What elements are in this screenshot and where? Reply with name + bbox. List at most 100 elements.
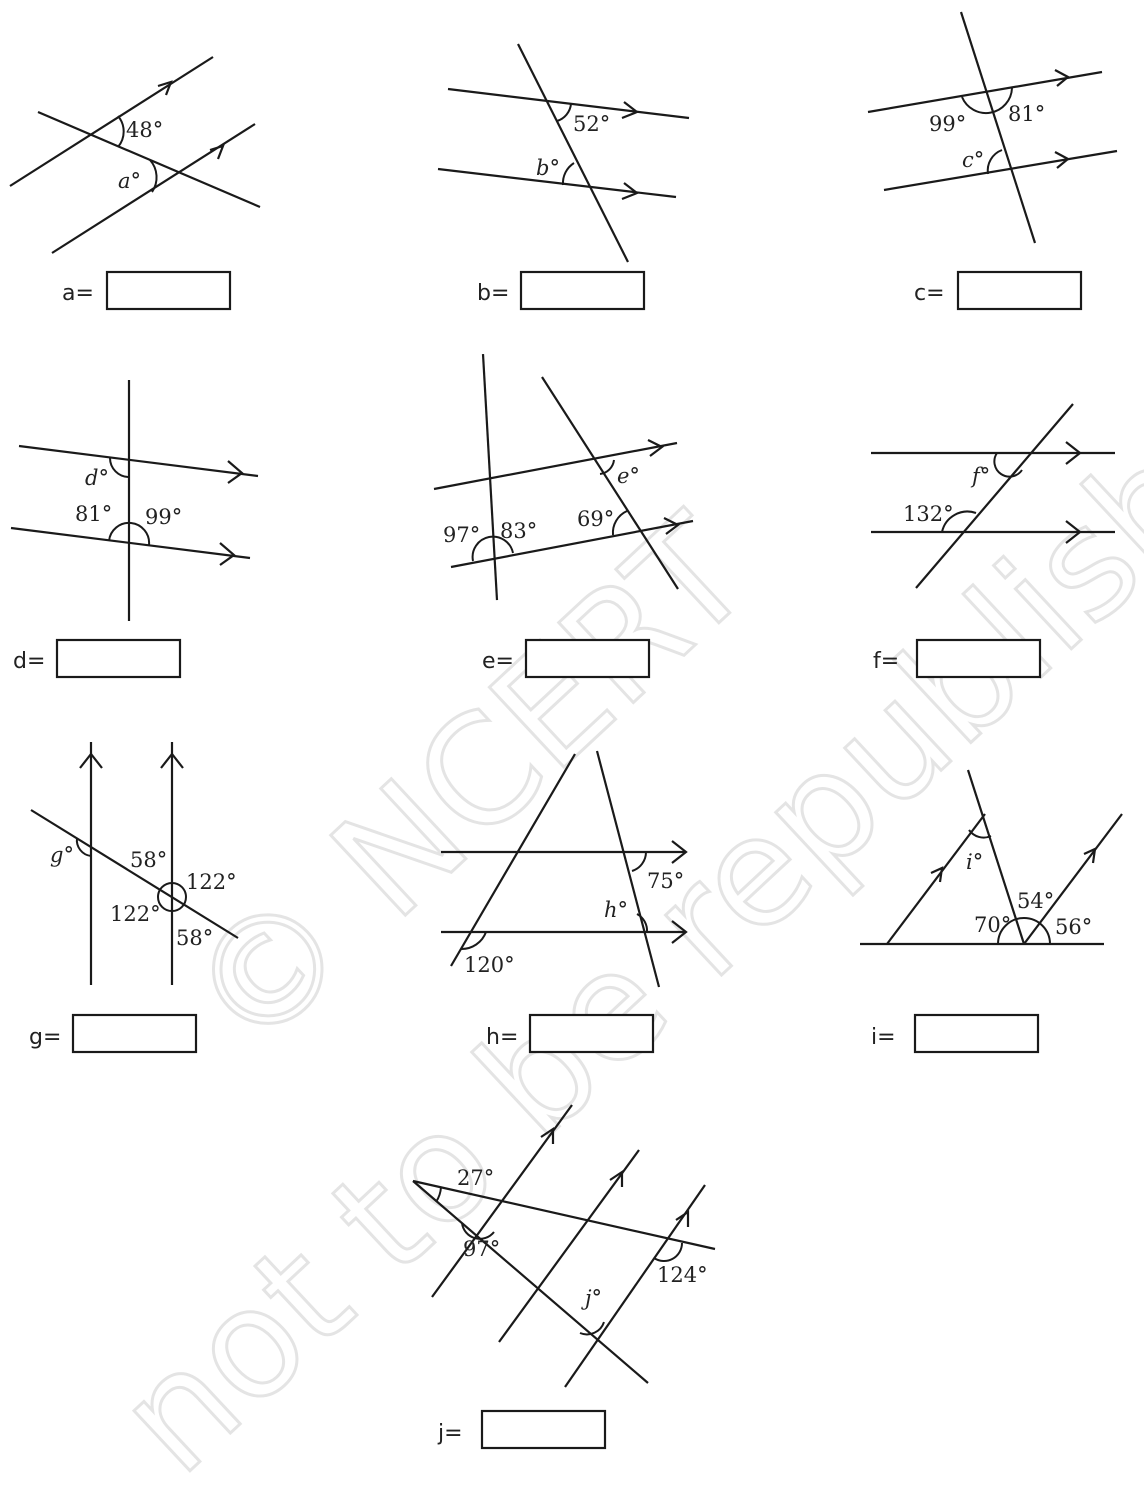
diagram-g: g° 58° 122° 122° 58°	[30, 742, 239, 985]
answer-box-d[interactable]	[55, 638, 182, 679]
angle-arc	[75, 837, 92, 857]
angle-arc	[149, 159, 158, 193]
answer-box-j[interactable]	[480, 1409, 607, 1450]
parallel-line	[10, 526, 251, 560]
answer-box-h[interactable]	[528, 1013, 655, 1054]
parallel-line	[867, 70, 1103, 114]
angle-label: 97°	[463, 1237, 500, 1261]
angle-label: 70°	[974, 913, 1011, 937]
transversal-line	[959, 11, 1037, 244]
angle-arc	[993, 452, 1023, 478]
parallel-arrow	[621, 182, 640, 201]
diagram-a: 48° a°	[9, 56, 261, 254]
parallel-arrow	[609, 1169, 624, 1187]
angle-arc	[117, 115, 125, 148]
transversal-line	[412, 1180, 649, 1384]
answer-box-e[interactable]	[524, 638, 651, 679]
parallel-line	[498, 1149, 640, 1343]
parallel-line	[564, 1184, 706, 1388]
angle-label: g°	[50, 843, 74, 867]
angle-label: c°	[962, 148, 984, 172]
angle-arc	[460, 931, 487, 951]
transversal-line	[37, 110, 261, 209]
angle-arc	[611, 510, 628, 536]
angle-label: 122°	[186, 870, 237, 894]
answer-box-b[interactable]	[519, 270, 646, 311]
parallel-arrow	[1065, 520, 1082, 544]
transversal-line	[481, 353, 499, 601]
angle-arc	[579, 1321, 605, 1336]
transversal-line	[915, 403, 1074, 589]
parallel-arrow	[157, 80, 173, 96]
parallel-arrow	[79, 752, 103, 769]
angle-arc	[631, 851, 647, 872]
answer-label: i=	[871, 1025, 896, 1050]
angle-label: d°	[85, 466, 109, 490]
answer-label: c=	[914, 281, 945, 306]
transversal-line	[517, 43, 629, 263]
angle-arc	[986, 149, 1003, 175]
answer-box-g[interactable]	[71, 1013, 198, 1054]
answer-label: a=	[62, 281, 94, 306]
angle-arc	[461, 1222, 495, 1240]
diagram-e: e° 97° 83° 69°	[433, 353, 694, 601]
angle-label: 75°	[647, 869, 684, 893]
angle-label: a°	[118, 169, 141, 193]
parallel-line	[433, 441, 678, 491]
answer-label: e=	[482, 649, 514, 674]
parallel-arrow	[930, 866, 944, 883]
answer-label: j=	[437, 1421, 463, 1446]
transversal-line	[966, 769, 1026, 945]
angle-arc	[157, 882, 187, 912]
angle-label: 99°	[929, 112, 966, 136]
angle-label: 58°	[176, 926, 213, 950]
transversal-line	[412, 1179, 716, 1251]
angle-arc	[653, 1242, 684, 1263]
parallel-line	[1023, 813, 1123, 945]
parallel-arrow	[1083, 847, 1097, 864]
angle-label: 48°	[126, 118, 163, 142]
parallel-arrow	[671, 840, 688, 864]
parallel-arrow	[671, 920, 688, 944]
angle-label: 83°	[500, 519, 537, 543]
angle-label: b°	[536, 156, 560, 180]
angle-arc	[561, 162, 575, 186]
angle-label: 97°	[443, 523, 480, 547]
angle-arc	[961, 87, 1013, 114]
angle-arc	[108, 521, 151, 546]
angle-arc	[968, 829, 992, 839]
parallel-line	[9, 56, 214, 187]
angle-label: 27°	[457, 1166, 494, 1190]
angle-arc	[636, 913, 649, 933]
angle-arc	[109, 457, 130, 478]
angle-label: 120°	[464, 953, 515, 977]
parallel-line	[447, 87, 690, 120]
answer-label: d=	[13, 649, 45, 674]
parallel-arrow	[621, 101, 640, 120]
diagram-j: 27° 97° j° 124°	[412, 1104, 716, 1388]
angle-label: 81°	[1008, 102, 1045, 126]
answer-box-c[interactable]	[956, 270, 1083, 311]
problem-i: i° 54° 70° 56° i=	[860, 769, 1123, 1054]
parallel-arrow	[540, 1126, 555, 1144]
answer-label: h=	[486, 1025, 518, 1050]
parallel-arrow	[675, 1209, 690, 1227]
angle-label: 69°	[577, 507, 614, 531]
angle-label: h°	[604, 898, 628, 922]
transversal-line	[30, 809, 239, 939]
angle-label: 132°	[903, 502, 954, 526]
answer-box-i[interactable]	[913, 1013, 1040, 1054]
diagram-i: i° 54° 70° 56°	[860, 769, 1123, 946]
answer-box-a[interactable]	[105, 270, 232, 311]
parallel-arrow	[227, 460, 244, 484]
problem-d: d° 81° 99° d=	[10, 380, 259, 679]
parallel-arrow	[1065, 441, 1082, 465]
angle-label: 122°	[110, 902, 161, 926]
angle-arc	[556, 103, 572, 122]
transversal-line	[450, 753, 576, 967]
answer-box-f[interactable]	[915, 638, 1042, 679]
angle-label: 54°	[1017, 889, 1054, 913]
problem-a: 48° a° a=	[9, 56, 261, 311]
angle-label: 58°	[130, 848, 167, 872]
